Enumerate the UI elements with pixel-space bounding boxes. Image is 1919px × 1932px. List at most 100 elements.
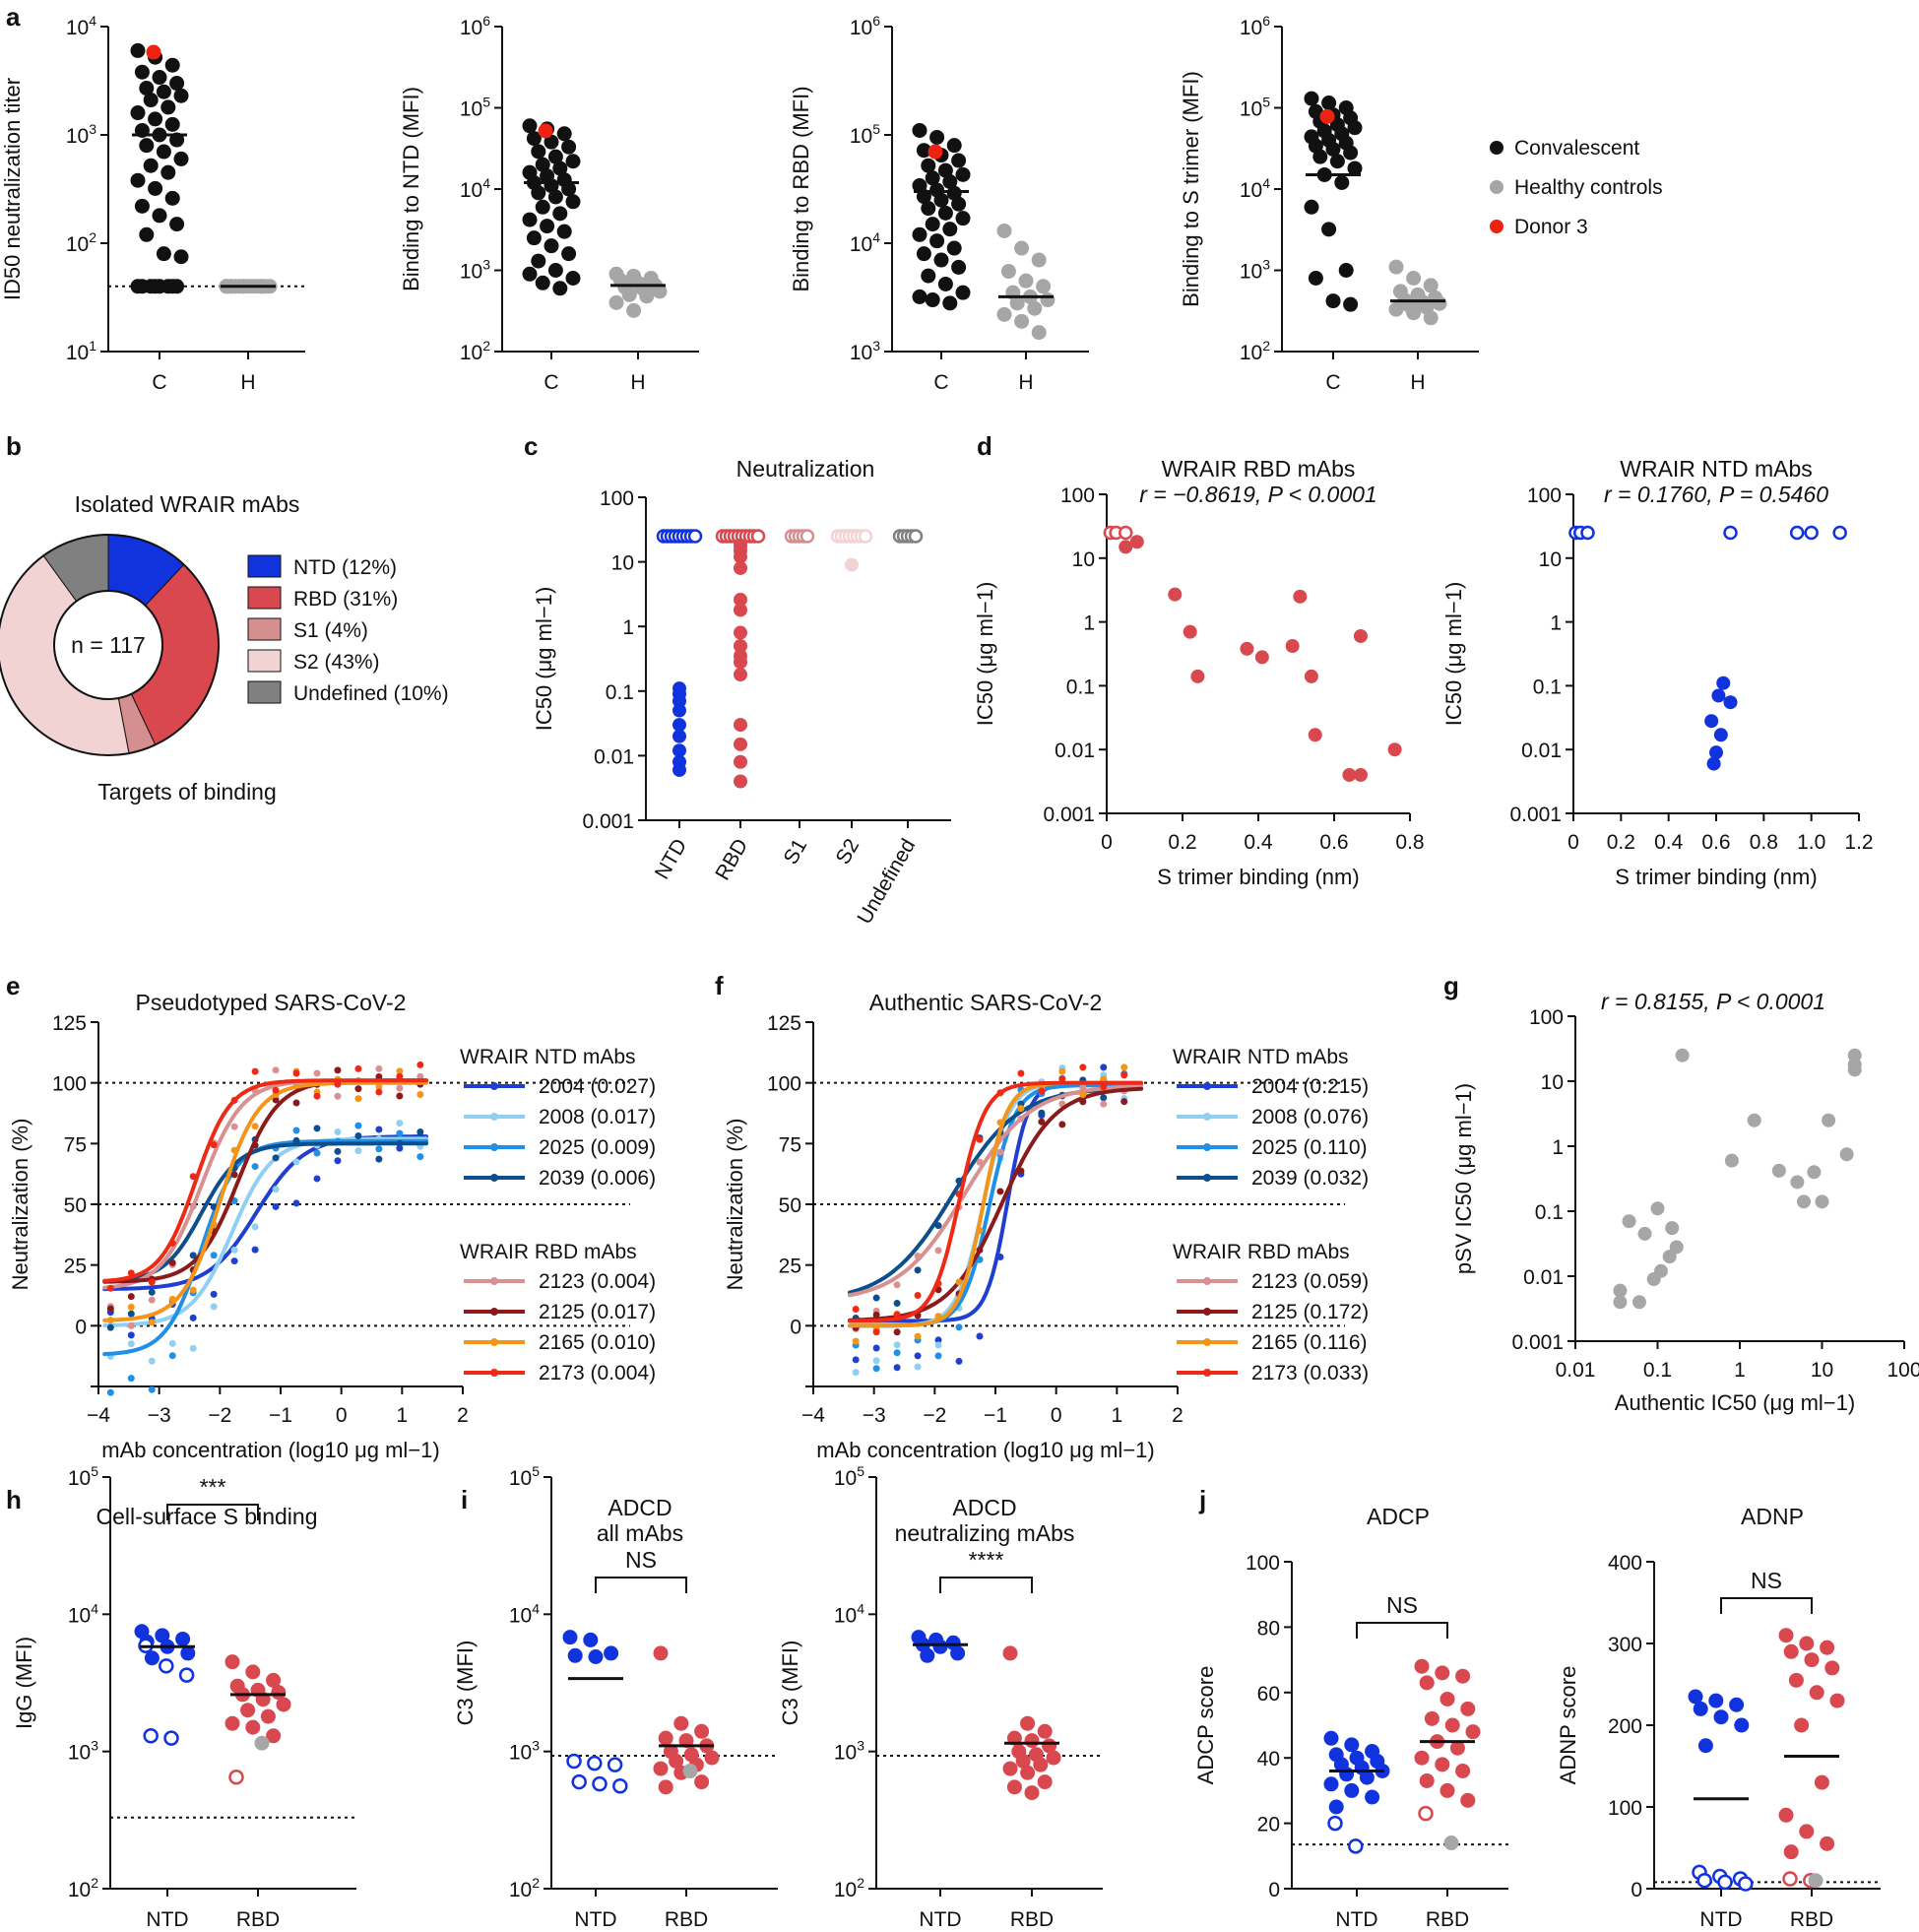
a3-ytick-label: 105	[850, 121, 880, 148]
f-data-point	[872, 1311, 880, 1319]
i1-point-open	[566, 1753, 582, 1770]
i1-point	[604, 1645, 619, 1661]
a3-point	[955, 285, 971, 300]
h-xtick-label: NTD	[146, 1908, 188, 1931]
e-data-point	[272, 1202, 280, 1210]
j1-point-open	[1348, 1838, 1364, 1854]
f-legend-marker	[1203, 1174, 1211, 1182]
j1-point	[1465, 1724, 1481, 1740]
f-data-point	[996, 1089, 1004, 1097]
e-data-point	[292, 1069, 300, 1077]
j1-xtick-label: RBD	[1426, 1908, 1469, 1931]
j1-sig-bracket	[1356, 1622, 1448, 1639]
e-data-point	[396, 1139, 404, 1147]
j2-point	[1778, 1628, 1794, 1643]
panel-letter-i: i	[461, 1485, 468, 1514]
e-data-point	[416, 1091, 424, 1099]
a2-point	[522, 212, 538, 227]
e-xlabel: mAb concentration (log10 μg ml−1)	[101, 1438, 439, 1462]
legend-a-marker-healthy	[1490, 180, 1503, 194]
pie-footer: Targets of binding	[97, 779, 277, 805]
chart-a4: 102 103 104 105 106 Binding to S trimer (MFI)…	[1179, 13, 1479, 394]
d1-ytick-label: 0.01	[1055, 740, 1095, 762]
e-legend-label: 2125 (0.017)	[539, 1301, 656, 1323]
j1-point	[1344, 1737, 1360, 1753]
a3-point	[933, 192, 949, 208]
e-legend-label: 2025 (0.009)	[539, 1136, 656, 1159]
d1-xlabel: S trimer binding (nm)	[1157, 865, 1359, 889]
d1-xtick-label: 0.2	[1168, 831, 1196, 854]
f-data-point	[872, 1294, 880, 1302]
e-xtick-label: −3	[148, 1404, 171, 1427]
e-curve	[102, 1080, 428, 1322]
f-data-point	[934, 1313, 942, 1320]
a3-point	[942, 222, 958, 237]
f-data-point	[1120, 1098, 1128, 1106]
a3-point	[1027, 300, 1043, 316]
a3-point	[1009, 295, 1025, 311]
h-ytick-label: 103	[68, 1738, 98, 1765]
a4-point	[1325, 141, 1341, 157]
c-point	[734, 737, 747, 751]
i1-point-open	[592, 1775, 608, 1792]
h-xtick-label: RBD	[236, 1908, 280, 1931]
i2-point	[1037, 1774, 1053, 1790]
e-data-point	[106, 1317, 114, 1324]
i1-ytick-label: 105	[509, 1463, 540, 1490]
e-data-point	[354, 1147, 362, 1155]
i2-title-line: neutralizing mAbs	[895, 1520, 1075, 1546]
a4-point	[1312, 149, 1328, 164]
j2-ytick-label: 300	[1608, 1634, 1642, 1656]
d2-point	[1716, 676, 1731, 690]
a1-ytick-label: 101	[66, 338, 96, 364]
a1-point	[152, 279, 167, 294]
a1-point	[152, 70, 167, 86]
g-ylabel: pSV IC50 (μg ml−1)	[1451, 1083, 1476, 1274]
e-data-point	[127, 1310, 135, 1318]
e-curve	[102, 1136, 428, 1327]
c-point	[734, 638, 747, 653]
h-point	[266, 1728, 282, 1744]
i2-sig-bracket	[939, 1577, 1033, 1593]
e-data-point	[189, 1173, 197, 1181]
i2-ytick-label: 102	[834, 1875, 864, 1901]
j1-point-grey	[1443, 1835, 1459, 1851]
j2-point	[1734, 1717, 1750, 1733]
h-point	[240, 1703, 256, 1718]
j2-point	[1814, 1774, 1829, 1790]
f-data-point	[976, 1332, 984, 1340]
d2-point-open	[1789, 525, 1805, 541]
f-title: Authentic SARS-CoV-2	[869, 990, 1103, 1015]
a2-point	[547, 263, 563, 278]
d2-ytick-label: 0.1	[1533, 676, 1562, 698]
d2-point	[1704, 714, 1719, 729]
a3-point	[921, 268, 936, 284]
h-point-grey	[254, 1735, 270, 1751]
e-data-point	[148, 1288, 156, 1296]
c-point-open	[800, 529, 815, 544]
j1-point-open	[1327, 1815, 1343, 1832]
a2-point	[561, 139, 577, 155]
a1-point	[148, 180, 163, 196]
h-ytick-label: 104	[68, 1600, 98, 1627]
g-point	[1807, 1165, 1822, 1180]
j2-xtick-label: NTD	[1699, 1908, 1742, 1931]
a4-point	[1406, 270, 1422, 286]
d1-title: WRAIR RBD mAbs	[1162, 456, 1356, 482]
e-data-point	[168, 1295, 176, 1303]
a3-xtick-label: H	[1018, 371, 1033, 394]
f-legend-label: 2173 (0.033)	[1251, 1362, 1369, 1385]
c-ytick-label: 1	[622, 616, 634, 639]
f-data-point	[1100, 1094, 1108, 1102]
a1-xtick-label: C	[152, 371, 166, 394]
d1-point	[1285, 639, 1300, 654]
f-data-point	[1100, 1083, 1108, 1091]
a3-point	[1031, 252, 1047, 268]
a4-point	[1321, 95, 1337, 110]
f-data-point	[996, 1253, 1004, 1260]
i2-point	[1002, 1761, 1018, 1776]
d2-point	[1709, 745, 1723, 760]
c-point	[734, 549, 747, 564]
e-legend-rbd-title: WRAIR RBD mAbs	[460, 1241, 637, 1263]
